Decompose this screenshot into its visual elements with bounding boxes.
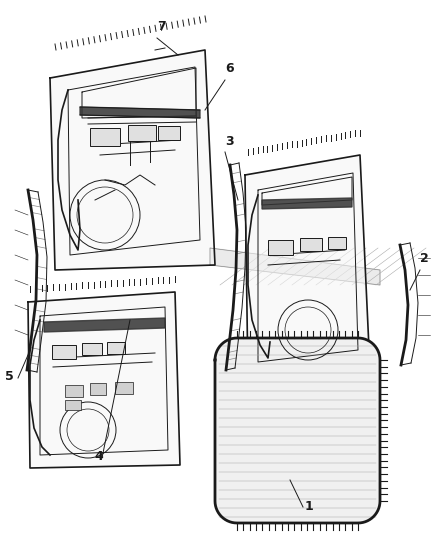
- Bar: [65, 400, 81, 410]
- Bar: [115, 382, 133, 394]
- Polygon shape: [245, 155, 370, 380]
- Text: 7: 7: [157, 20, 166, 33]
- Text: 4: 4: [94, 450, 103, 463]
- Text: 6: 6: [225, 62, 233, 75]
- Bar: [328, 237, 346, 249]
- Bar: [65, 385, 83, 397]
- Bar: [82, 343, 102, 355]
- Bar: [128, 125, 156, 141]
- Bar: [300, 238, 322, 251]
- Polygon shape: [210, 248, 380, 285]
- Bar: [90, 128, 120, 146]
- Bar: [52, 345, 76, 359]
- Polygon shape: [28, 292, 180, 468]
- Bar: [107, 342, 125, 354]
- Bar: [158, 126, 180, 140]
- Polygon shape: [215, 338, 380, 523]
- Text: 3: 3: [225, 135, 233, 148]
- Bar: [90, 383, 106, 395]
- Polygon shape: [262, 198, 352, 209]
- Polygon shape: [80, 107, 200, 118]
- Bar: [268, 240, 293, 255]
- Text: 2: 2: [420, 252, 429, 265]
- Polygon shape: [50, 50, 215, 270]
- Polygon shape: [44, 318, 165, 332]
- Text: 1: 1: [305, 500, 314, 513]
- Text: 5: 5: [5, 370, 14, 383]
